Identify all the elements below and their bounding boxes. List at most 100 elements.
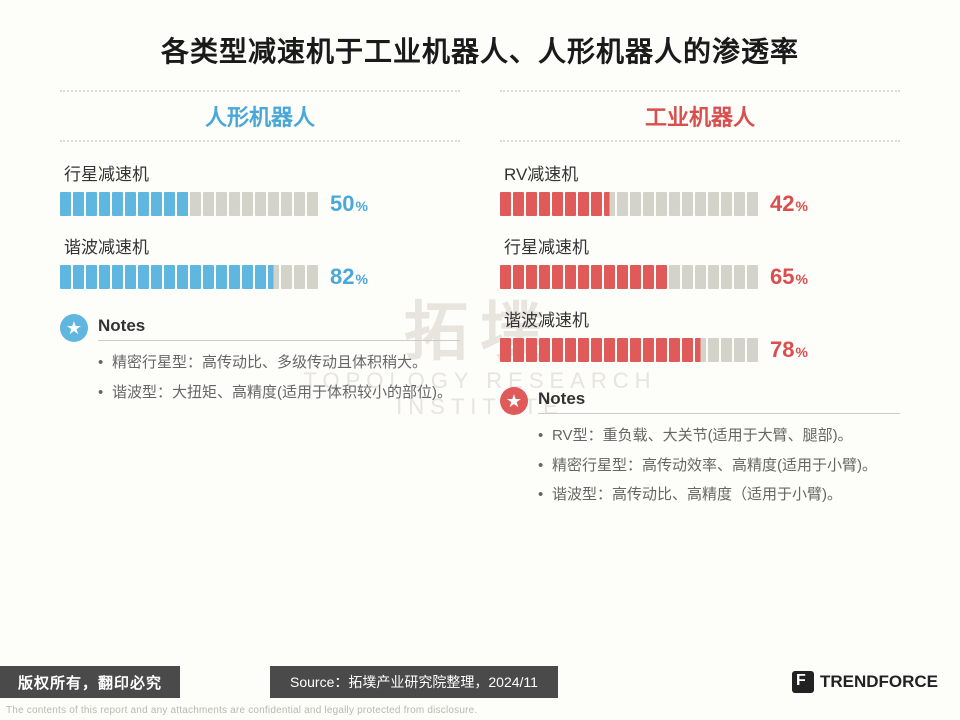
segment (112, 192, 123, 216)
segment (500, 265, 511, 289)
segment (190, 192, 201, 216)
segment (630, 265, 641, 289)
bar-row: 42% (500, 191, 900, 217)
segment (99, 265, 110, 289)
segment (708, 192, 719, 216)
segment (216, 192, 227, 216)
segment (112, 265, 123, 289)
left-notes-list: 精密行星型：高传动比、多级传动且体积稍大。谐波型：大扭矩、高精度(适用于体积较小… (60, 350, 460, 405)
segment (734, 265, 745, 289)
right-notes-head: ★ Notes (500, 387, 900, 415)
segment (125, 265, 136, 289)
segment (669, 192, 680, 216)
bar-value: 82% (330, 264, 368, 290)
footer: 版权所有，翻印必究 Source：拓墣产业研究院整理，2024/11 TREND… (0, 666, 960, 698)
segment (190, 265, 201, 289)
segment (682, 265, 693, 289)
bar-value: 42% (770, 191, 808, 217)
segment (268, 265, 279, 289)
right-column-industrial: 工业机器人 RV减速机42% 行星减速机65% 谐波减速机78% ★ Notes R… (500, 90, 900, 512)
segment (721, 192, 732, 216)
segment (708, 265, 719, 289)
bar-label: 谐波减速机 (60, 233, 460, 258)
segment (630, 338, 641, 362)
bar-value: 50% (330, 191, 368, 217)
segment (747, 265, 758, 289)
segment (656, 192, 667, 216)
segment (513, 192, 524, 216)
columns: 人形机器人 行星减速机 50% 谐波减速机 82% ★ Notes 精密行星型：高传动… (0, 80, 960, 512)
segment (281, 192, 292, 216)
note-item: RV型：重负载、大关节(适用于大臂、腿部)。 (538, 423, 900, 449)
segment (734, 338, 745, 362)
segment (500, 192, 511, 216)
segment (552, 265, 563, 289)
note-item: 谐波型：高传动比、高精度（适用于小臂)。 (538, 482, 900, 508)
left-column-humanoid: 人形机器人 行星减速机50%谐波减速机82% ★ Notes 精密行星型：高传动… (60, 90, 460, 512)
segment (203, 192, 214, 216)
left-header: 人形机器人 (60, 90, 460, 142)
segment (669, 338, 680, 362)
segment (526, 192, 537, 216)
segment (255, 192, 266, 216)
segment (591, 265, 602, 289)
brand: TRENDFORCE (770, 666, 960, 698)
bar-block: 谐波减速机78% (500, 306, 900, 363)
segment (734, 192, 745, 216)
brand-text: TRENDFORCE (820, 672, 938, 692)
segment (695, 338, 706, 362)
bar-label: 行星减速机 (500, 233, 900, 258)
segment (151, 265, 162, 289)
bar-row: 82% (60, 264, 460, 290)
segment (630, 192, 641, 216)
segment (708, 338, 719, 362)
bar-row: 50% (60, 191, 460, 217)
segment (99, 192, 110, 216)
segment (695, 192, 706, 216)
note-item: 谐波型：大扭矩、高精度(适用于体积较小的部位)。 (98, 380, 460, 406)
segment (539, 192, 550, 216)
segment (604, 192, 615, 216)
segment (151, 192, 162, 216)
segment (617, 338, 628, 362)
segment (643, 265, 654, 289)
segment (526, 265, 537, 289)
segment (268, 192, 279, 216)
star-icon: ★ (60, 314, 88, 342)
segment (242, 265, 253, 289)
segment (513, 265, 524, 289)
segment (643, 192, 654, 216)
note-item: 精密行星型：高传动比、多级传动且体积稍大。 (98, 350, 460, 376)
segment (565, 338, 576, 362)
segment (747, 192, 758, 216)
segment (591, 192, 602, 216)
segment (604, 265, 615, 289)
segment (203, 265, 214, 289)
bar-row: 78% (500, 337, 900, 363)
segment (669, 265, 680, 289)
segment (656, 338, 667, 362)
spacer (558, 666, 770, 698)
copyright: 版权所有，翻印必究 (0, 666, 180, 698)
segment (164, 265, 175, 289)
right-header: 工业机器人 (500, 90, 900, 142)
bar-block: 行星减速机65% (500, 233, 900, 290)
right-notes-title: Notes (538, 389, 900, 414)
segment (747, 338, 758, 362)
left-notes-head: ★ Notes (60, 314, 460, 342)
bar-block: RV减速机42% (500, 160, 900, 217)
segment (565, 265, 576, 289)
segment-bar (500, 192, 758, 216)
segment (643, 338, 654, 362)
segment (294, 265, 305, 289)
segment (500, 338, 511, 362)
bar-block: 谐波减速机 82% (60, 233, 460, 290)
segment (565, 192, 576, 216)
segment (307, 265, 318, 289)
segment (539, 265, 550, 289)
segment-bar (500, 265, 758, 289)
segment (242, 192, 253, 216)
segment (513, 338, 524, 362)
segment (307, 192, 318, 216)
report-container: 拓墣 TOPOLOGY RESEARCH INSTITUTE 各类型减速机于工业… (0, 0, 960, 720)
